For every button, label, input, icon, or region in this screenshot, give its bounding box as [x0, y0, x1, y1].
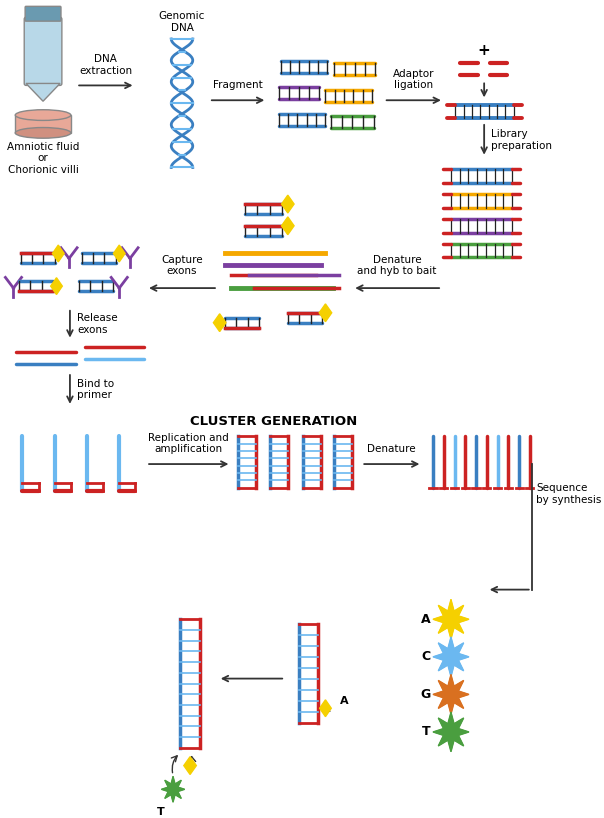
Text: +: +: [478, 43, 490, 58]
Polygon shape: [51, 277, 62, 294]
Polygon shape: [433, 675, 469, 714]
Polygon shape: [281, 217, 294, 235]
Polygon shape: [15, 115, 71, 133]
Polygon shape: [433, 637, 469, 676]
Text: Genomic
DNA: Genomic DNA: [159, 11, 205, 33]
Polygon shape: [53, 245, 64, 262]
Text: G: G: [421, 688, 431, 701]
Ellipse shape: [15, 128, 71, 138]
Text: Sequence
by synthesis: Sequence by synthesis: [536, 483, 602, 505]
Text: Library
preparation: Library preparation: [491, 129, 552, 151]
Polygon shape: [319, 304, 332, 321]
Text: C: C: [422, 650, 431, 663]
Polygon shape: [26, 83, 60, 101]
FancyBboxPatch shape: [25, 7, 61, 21]
Text: Bind to
primer: Bind to primer: [77, 379, 114, 400]
Polygon shape: [433, 712, 469, 752]
Polygon shape: [161, 776, 185, 802]
Text: A: A: [421, 613, 431, 626]
Polygon shape: [184, 757, 196, 775]
Text: Release
exons: Release exons: [77, 313, 118, 335]
Polygon shape: [114, 245, 125, 262]
Polygon shape: [213, 314, 226, 331]
Ellipse shape: [15, 110, 71, 120]
Polygon shape: [433, 600, 469, 639]
Text: Fragment: Fragment: [213, 80, 263, 90]
Text: T: T: [422, 726, 430, 739]
Text: Adaptor
ligation: Adaptor ligation: [393, 69, 434, 90]
Text: Amniotic fluid
or
Chorionic villi: Amniotic fluid or Chorionic villi: [7, 142, 79, 175]
Text: A: A: [340, 696, 349, 706]
Polygon shape: [320, 700, 331, 717]
Polygon shape: [281, 196, 294, 213]
Text: Denature
and hyb to bait: Denature and hyb to bait: [358, 254, 437, 276]
Text: Denature: Denature: [367, 444, 416, 454]
Text: Capture
exons: Capture exons: [161, 254, 203, 276]
Text: T: T: [156, 807, 164, 817]
Text: Replication and
amplification: Replication and amplification: [149, 433, 229, 454]
Text: DNA
extraction: DNA extraction: [79, 54, 132, 75]
Text: CLUSTER GENERATION: CLUSTER GENERATION: [190, 415, 357, 428]
FancyBboxPatch shape: [24, 17, 62, 85]
